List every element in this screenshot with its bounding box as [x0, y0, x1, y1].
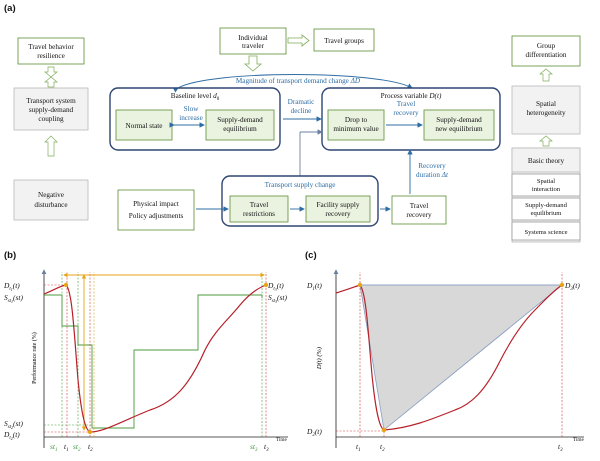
group-diff-box	[511, 35, 581, 67]
b-ytick-sst2: Sst2(st)	[4, 419, 23, 430]
new-equilibrium-box	[423, 109, 495, 141]
b-ytick-sst1: Sst1(st)	[4, 293, 23, 304]
arrow-up-disturbance	[44, 135, 58, 157]
c-ytick-d1: D1(t)	[306, 281, 322, 292]
facility-recovery-text: Facility supply recovery	[317, 201, 360, 218]
sd-equilibrium-box	[511, 197, 581, 221]
travel-recovery-arrow-text: Travel recovery	[393, 100, 419, 117]
individual-traveler-text: Individual traveler	[238, 34, 268, 50]
spatial-interaction-text: Spatial interaction	[532, 178, 561, 193]
behavior-resilience-text: Travel behavior resilience	[28, 43, 74, 60]
c-time-label: Time	[573, 437, 584, 443]
c-demand-curve	[335, 284, 563, 431]
panel-a-label: (a)	[4, 3, 16, 14]
b-ytick-dt2: Dt2(t)	[3, 430, 20, 441]
c-ytick-d2: D2(t)	[306, 427, 322, 438]
travel-recovery-box-text: Travel recovery	[406, 202, 432, 219]
b-time-label: Time	[276, 437, 287, 443]
basic-theory-label: Basic theory	[528, 157, 565, 165]
impacts-box	[117, 189, 195, 231]
b-label-sst3: Sst3(st)	[268, 293, 287, 304]
individual-traveler-box	[219, 27, 287, 55]
travel-restrictions-box	[229, 195, 289, 223]
b-ytick-dt1: Dt1(t)	[3, 281, 20, 292]
sd-equilibrium-baseline-box	[205, 109, 275, 141]
c-loss-triangle	[359, 284, 564, 431]
demand-change-label: Magnitude of transport demand change ΔD	[236, 77, 361, 85]
systems-science-label: Systems science	[524, 229, 567, 236]
coupling-box	[13, 87, 89, 131]
supply-change-title: Transport supply change	[265, 181, 336, 189]
c-xtick-t1: t1	[356, 442, 361, 453]
disturbance-box	[13, 179, 89, 221]
b-xtick-st3: st3	[250, 442, 258, 453]
b-xtick-t2: t2	[88, 442, 93, 453]
travel-restrictions-text: Travel restrictions	[243, 201, 275, 218]
dramatic-decline-text: Dramatic decline	[288, 98, 315, 115]
c-point-t3	[559, 282, 565, 288]
c-diagonal-line	[383, 284, 563, 431]
b-label-dt3: Dt3(t)	[267, 281, 284, 292]
drop-min-box	[327, 109, 385, 141]
new-equilibrium-text: Supply-demand new equilibrium	[435, 116, 483, 133]
policy-adjustments-label: Policy adjustments	[129, 212, 184, 220]
sd-equilibrium-text: Supply-demand equilibrium	[525, 202, 567, 217]
arrow-up-group	[539, 68, 553, 82]
behavior-resilience-box	[17, 37, 85, 65]
c-label-d3: D3(t)	[564, 281, 580, 292]
basic-theory-box	[511, 147, 581, 173]
hollow-arrow-down	[243, 55, 263, 72]
b-point-t3	[263, 282, 269, 288]
normal-state-label: Normal state	[126, 122, 163, 130]
travel-groups-label: Travel groups	[324, 37, 364, 45]
baseline-title: Baseline level d0	[171, 92, 220, 102]
physical-impact-label: Physical impact	[133, 200, 179, 208]
spatial-het-box	[511, 85, 581, 135]
process-title: Process variable D(t)	[381, 92, 442, 100]
supply-change-group	[221, 175, 379, 227]
b-xtick-st1: st1	[50, 442, 57, 453]
b-xtick-t1: t1	[64, 442, 69, 453]
systems-science-box	[511, 221, 581, 241]
c-point-t2	[381, 427, 387, 433]
spatial-het-text: Spatial heterogeneity	[526, 100, 566, 117]
normal-state-box	[115, 109, 173, 141]
slow-increase-text: Slow increase	[179, 105, 203, 122]
c-y-axis-label: D(t) (%)	[316, 347, 323, 370]
b-point-t2	[87, 429, 93, 435]
facility-recovery-box	[305, 195, 371, 223]
b-supply-step-line	[44, 294, 263, 429]
group-diff-text: Group differentiation	[526, 42, 567, 59]
c-xtick-t3: t3	[558, 442, 563, 453]
recovery-duration-text: Recovery duration Δt	[416, 162, 449, 179]
b-demand-curve	[43, 284, 267, 433]
travel-recovery-box	[391, 195, 447, 225]
c-point-t1	[357, 282, 363, 288]
b-point-t1	[63, 282, 69, 288]
double-arrow-1	[44, 66, 58, 88]
hollow-arrow-right	[287, 34, 310, 47]
disturbance-text: Negative disturbance	[34, 191, 67, 209]
b-xtick-t3: t3	[264, 442, 269, 453]
sd-equilibrium-baseline-text: Supply-demand equilibrium	[217, 116, 263, 133]
b-y-axis-label: Performance rate (%)	[31, 332, 38, 384]
arrow-up-spatial	[539, 135, 553, 147]
spatial-interaction-box	[511, 173, 581, 197]
drop-min-text: Drop to minimum value	[333, 116, 378, 133]
panel-c-label: (c)	[305, 250, 317, 261]
coupling-text: Transport system supply-demand coupling	[26, 97, 76, 123]
baseline-group	[109, 87, 281, 151]
b-xtick-st2: st2	[73, 442, 81, 453]
panel-b-label: (b)	[4, 250, 16, 261]
travel-groups-box	[313, 28, 375, 52]
c-xtick-t2: t2	[380, 442, 385, 453]
demand-change-arc	[172, 74, 413, 93]
